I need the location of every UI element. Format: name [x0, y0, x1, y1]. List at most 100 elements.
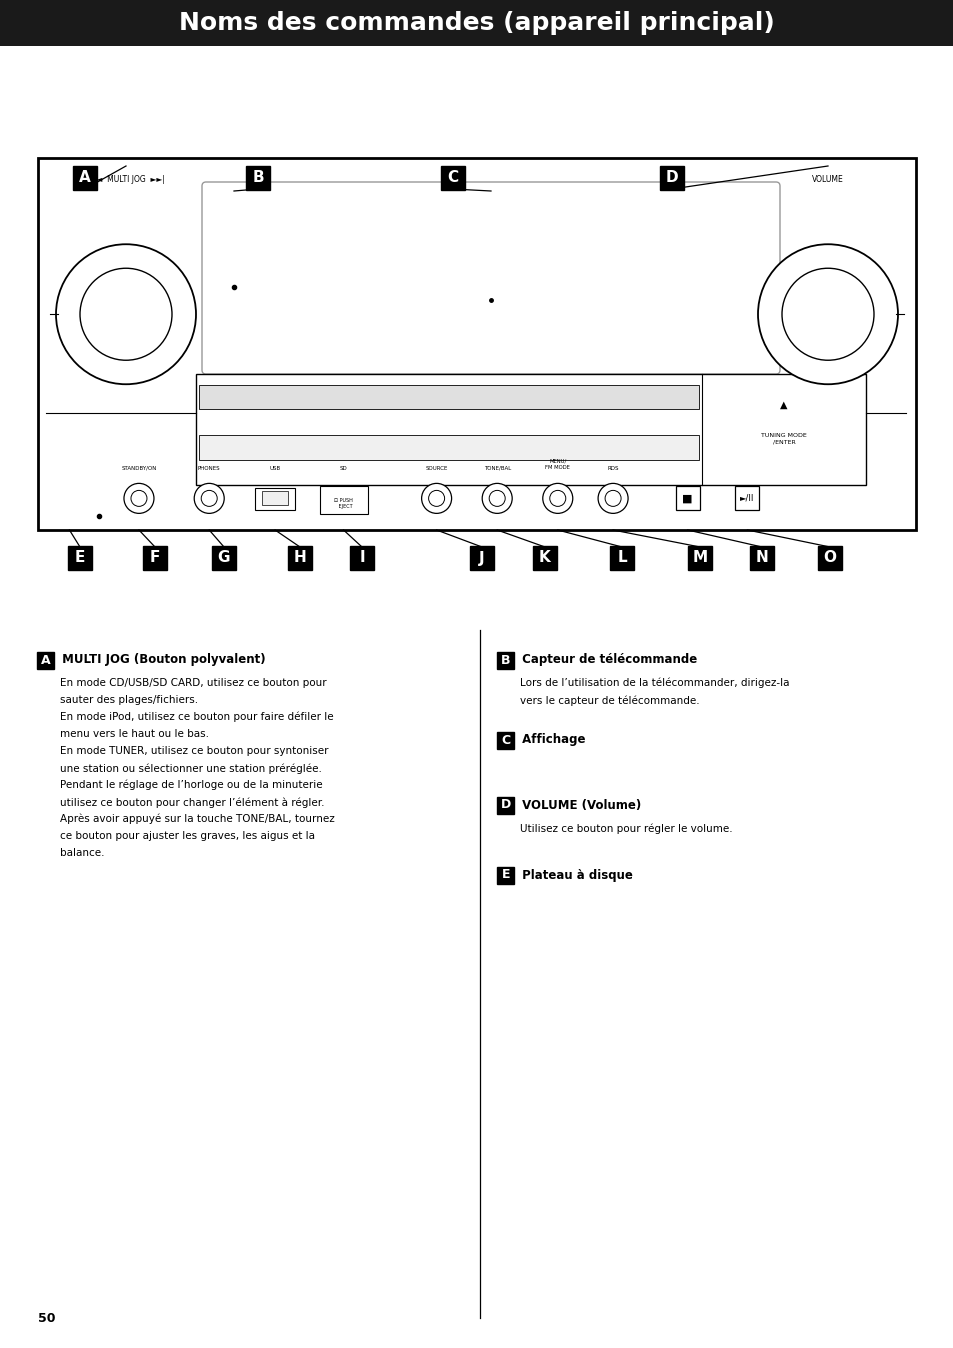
Circle shape [758, 244, 897, 384]
FancyBboxPatch shape [212, 546, 235, 570]
Circle shape [481, 484, 512, 514]
FancyBboxPatch shape [202, 182, 780, 373]
FancyBboxPatch shape [262, 492, 288, 506]
Text: L: L [617, 550, 626, 566]
Text: TUNING MODE
/ENTER: TUNING MODE /ENTER [760, 433, 806, 443]
Text: E: E [74, 550, 85, 566]
Text: menu vers le haut ou le bas.: menu vers le haut ou le bas. [60, 729, 209, 739]
Circle shape [124, 484, 153, 514]
Text: STANDBY/ON: STANDBY/ON [121, 466, 156, 470]
Circle shape [80, 268, 172, 360]
Text: K: K [538, 550, 550, 566]
Circle shape [201, 491, 217, 507]
FancyBboxPatch shape [0, 0, 953, 46]
FancyBboxPatch shape [254, 488, 294, 511]
FancyBboxPatch shape [497, 867, 514, 883]
Circle shape [428, 491, 444, 507]
Text: A: A [41, 654, 51, 666]
Text: B: B [252, 170, 264, 186]
FancyBboxPatch shape [687, 546, 711, 570]
Text: C: C [447, 170, 458, 186]
Text: ►/II: ►/II [740, 493, 754, 503]
Text: Après avoir appuyé sur la touche TONE/BAL, tournez: Après avoir appuyé sur la touche TONE/BA… [60, 814, 335, 825]
Text: Plateau à disque: Plateau à disque [517, 868, 632, 882]
Text: sauter des plages/fichiers.: sauter des plages/fichiers. [60, 696, 198, 705]
FancyBboxPatch shape [68, 546, 91, 570]
FancyBboxPatch shape [195, 373, 865, 485]
FancyBboxPatch shape [675, 487, 699, 511]
Text: M: M [692, 550, 707, 566]
FancyBboxPatch shape [817, 546, 841, 570]
Text: SD: SD [339, 466, 347, 470]
FancyBboxPatch shape [497, 797, 514, 813]
FancyBboxPatch shape [350, 546, 374, 570]
FancyBboxPatch shape [143, 546, 167, 570]
Text: C: C [500, 733, 510, 747]
Circle shape [421, 484, 451, 514]
Text: une station ou sélectionner une station préréglée.: une station ou sélectionner une station … [60, 763, 321, 774]
Text: Lors de l’utilisation de la télécommander, dirigez-la: Lors de l’utilisation de la télécommande… [519, 678, 788, 689]
Text: VOLUME (Volume): VOLUME (Volume) [517, 798, 640, 811]
Text: MENU/
FM MODE: MENU/ FM MODE [545, 458, 570, 470]
Text: G: G [217, 550, 230, 566]
Text: 50: 50 [38, 1312, 55, 1325]
Text: Noms des commandes (appareil principal): Noms des commandes (appareil principal) [179, 11, 774, 35]
Circle shape [542, 484, 572, 514]
Text: En mode TUNER, utilisez ce bouton pour syntoniser: En mode TUNER, utilisez ce bouton pour s… [60, 745, 328, 756]
FancyBboxPatch shape [659, 166, 683, 190]
Text: O: O [822, 550, 836, 566]
Text: VOLUME: VOLUME [811, 175, 843, 185]
FancyBboxPatch shape [37, 651, 54, 669]
FancyBboxPatch shape [497, 732, 514, 748]
Text: ■: ■ [681, 493, 692, 503]
Text: PHONES: PHONES [197, 466, 220, 470]
FancyBboxPatch shape [288, 546, 312, 570]
Text: D: D [500, 798, 511, 811]
FancyBboxPatch shape [246, 166, 270, 190]
Text: Capteur de télécommande: Capteur de télécommande [517, 654, 697, 666]
Text: MULTI JOG (Bouton polyvalent): MULTI JOG (Bouton polyvalent) [58, 654, 265, 666]
FancyBboxPatch shape [199, 435, 699, 460]
Circle shape [194, 484, 224, 514]
Text: USB: USB [269, 466, 280, 470]
Text: vers le capteur de télécommande.: vers le capteur de télécommande. [519, 696, 699, 705]
Text: ce bouton pour ajuster les graves, les aigus et la: ce bouton pour ajuster les graves, les a… [60, 830, 314, 841]
Text: SOURCE: SOURCE [425, 466, 447, 470]
Text: En mode CD/USB/SD CARD, utilisez ce bouton pour: En mode CD/USB/SD CARD, utilisez ce bout… [60, 678, 326, 687]
Text: En mode iPod, utilisez ce bouton pour faire défiler le: En mode iPod, utilisez ce bouton pour fa… [60, 712, 334, 723]
Text: TONE/BAL: TONE/BAL [483, 466, 510, 470]
Text: B: B [500, 654, 510, 666]
FancyBboxPatch shape [319, 487, 367, 515]
Text: utilisez ce bouton pour changer l’élément à régler.: utilisez ce bouton pour changer l’élémen… [60, 797, 324, 807]
FancyBboxPatch shape [497, 651, 514, 669]
Text: D: D [665, 170, 678, 186]
FancyBboxPatch shape [533, 546, 557, 570]
Text: E: E [501, 868, 510, 882]
Text: |◄◄  MULTI JOG  ►►|: |◄◄ MULTI JOG ►►| [88, 175, 164, 185]
Text: Utilisez ce bouton pour régler le volume.: Utilisez ce bouton pour régler le volume… [519, 824, 732, 833]
Text: balance.: balance. [60, 848, 105, 857]
Circle shape [549, 491, 565, 507]
Text: N: N [755, 550, 767, 566]
Circle shape [781, 268, 873, 360]
FancyBboxPatch shape [440, 166, 464, 190]
Text: Affichage: Affichage [517, 733, 585, 747]
Text: J: J [478, 550, 484, 566]
Circle shape [489, 491, 505, 507]
FancyBboxPatch shape [199, 386, 699, 410]
Text: ⊡ PUSH
   EJECT: ⊡ PUSH EJECT [334, 497, 353, 508]
FancyBboxPatch shape [735, 487, 759, 511]
Text: A: A [79, 170, 91, 186]
FancyBboxPatch shape [749, 546, 773, 570]
FancyBboxPatch shape [609, 546, 634, 570]
Text: RDS: RDS [607, 466, 618, 470]
FancyBboxPatch shape [38, 158, 915, 530]
Circle shape [56, 244, 195, 384]
Text: F: F [150, 550, 160, 566]
Text: Pendant le réglage de l’horloge ou de la minuterie: Pendant le réglage de l’horloge ou de la… [60, 780, 322, 790]
Text: I: I [359, 550, 364, 566]
FancyBboxPatch shape [470, 546, 494, 570]
Circle shape [598, 484, 627, 514]
Text: H: H [294, 550, 306, 566]
Text: ▲: ▲ [780, 400, 787, 410]
